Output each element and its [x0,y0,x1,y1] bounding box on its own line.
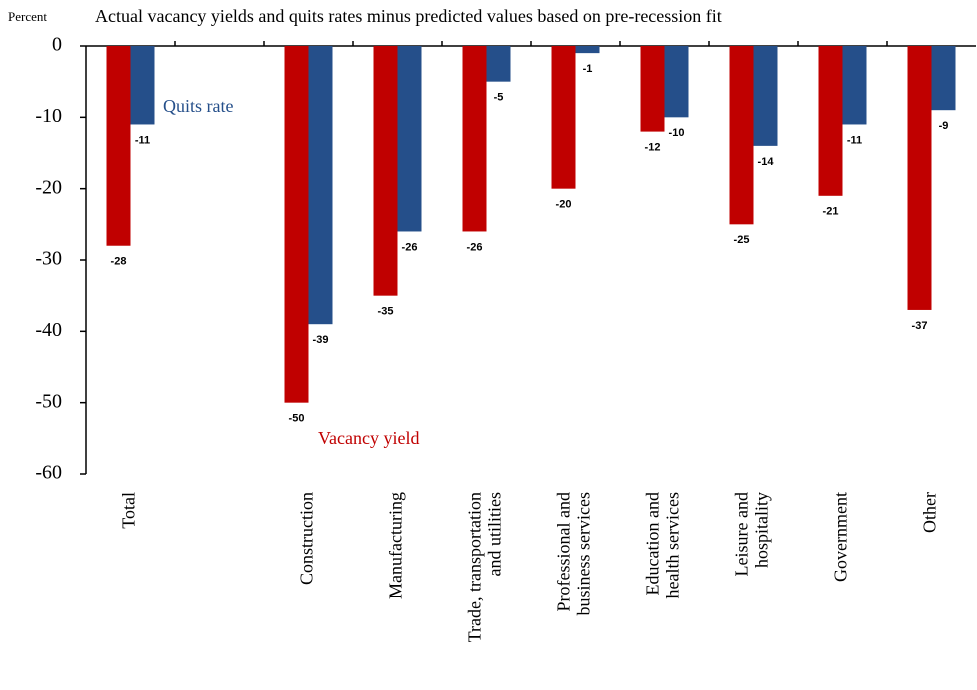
bar [640,46,665,132]
bar [818,46,843,196]
bar [308,46,333,325]
y-tick-label: -60 [35,462,62,484]
bar [931,46,956,111]
bar [373,46,398,296]
value-label: -37 [912,320,928,332]
value-label: -39 [313,334,329,346]
value-label: -14 [758,156,775,168]
value-label: -9 [939,120,949,132]
x-tick-label: Other [920,492,940,533]
value-label: -10 [669,127,685,139]
bar [486,46,511,82]
value-label: -26 [402,241,418,253]
bar [462,46,487,232]
series-label: Vacancy yield [318,428,419,448]
chart-title: Actual vacancy yields and quits rates mi… [95,6,722,26]
value-label: -35 [378,306,394,318]
x-tick-label: Education andhealth services [643,492,683,598]
y-tick-label: -10 [35,105,62,127]
x-tick-label: Total [119,492,139,529]
bar [664,46,689,118]
bar [397,46,422,232]
y-tick-label: -30 [35,248,62,270]
value-label: -5 [494,92,504,104]
value-label: -11 [135,134,150,146]
bar [284,46,309,403]
bar [729,46,754,225]
value-label: -11 [847,134,862,146]
bar [907,46,932,310]
value-label: -12 [645,142,661,154]
x-tick-label: Leisure andhospitality [732,492,772,576]
value-label: -26 [467,241,483,253]
value-label: -28 [111,256,127,268]
x-tick-label: Government [831,492,851,582]
y-tick-label: -40 [35,319,62,341]
x-tick-label: Trade, transportationand utilities [465,492,505,642]
bar [753,46,778,146]
y-axis-label: Percent [8,9,47,24]
x-tick-label: Construction [297,492,317,585]
series-label: Quits rate [163,96,233,116]
y-tick-label: -50 [35,390,62,412]
y-tick-label: 0 [52,34,62,56]
value-label: -20 [556,199,572,211]
bar [130,46,155,125]
x-tick-label: Professional andbusiness services [554,492,594,615]
value-label: -25 [734,234,750,246]
bar [551,46,576,189]
bar [842,46,867,125]
bar [575,46,600,54]
value-label: -1 [583,63,593,75]
y-tick-label: -20 [35,176,62,198]
bar [106,46,131,246]
value-label: -21 [823,206,839,218]
x-tick-label: Manufacturing [386,492,406,599]
value-label: -50 [289,413,305,425]
